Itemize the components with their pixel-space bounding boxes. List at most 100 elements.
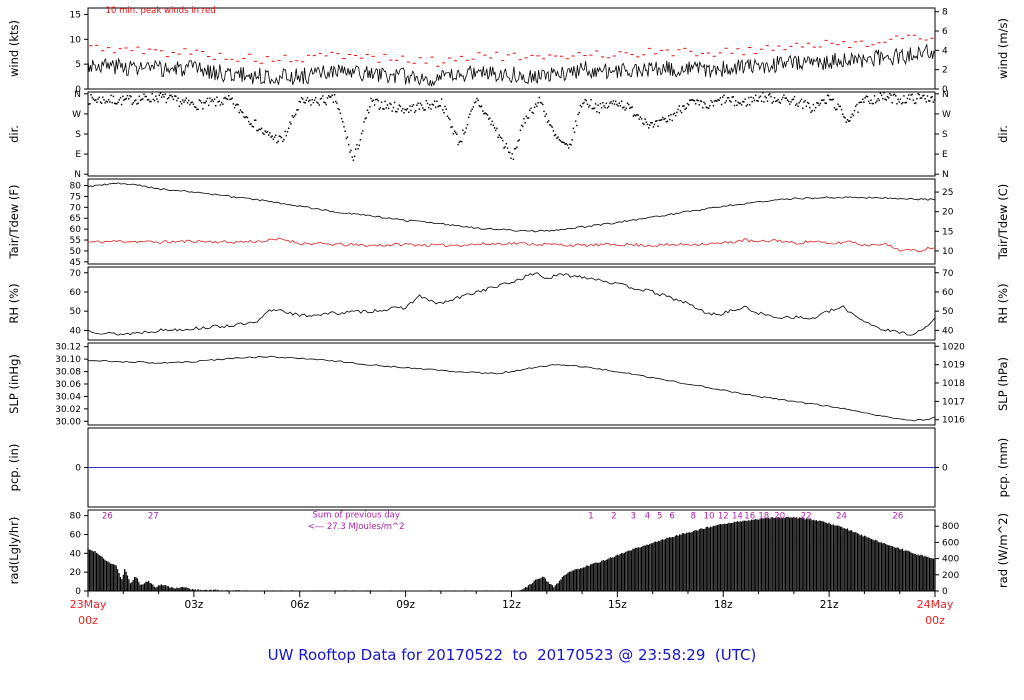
annotation-rad: 10	[704, 512, 715, 522]
y-tick-label-right: 1019	[942, 361, 965, 371]
y-tick-label-right: 60	[942, 288, 954, 298]
annotation-rad: <--- 27.3 MJoules/m^2	[308, 522, 405, 532]
y-tick-label-right: 0	[942, 587, 948, 597]
axis-label-right-rh: RH (%)	[996, 283, 1010, 323]
panel-frame-temp	[87, 178, 936, 265]
panel-pcp: 0 0 pcp. (in) pcp. (mm)	[7, 427, 1010, 508]
series-dew-point	[87, 237, 936, 253]
panel-frame-wind	[87, 7, 936, 90]
x-tick-label: 00z	[78, 614, 98, 627]
y-tick-label-left: 75	[70, 192, 81, 202]
annotation-rad: 6	[669, 512, 674, 522]
axis-label-right-rad: rad (W/m^2)	[996, 513, 1010, 588]
x-tick-label: 06z	[290, 599, 309, 611]
y-tick-label-left: 0	[75, 464, 81, 474]
x-tick-label: 21z	[820, 599, 839, 611]
annotation-rad: 22	[801, 512, 812, 522]
y-tick-label-left: 15	[70, 10, 81, 20]
y-tick-label-right: S	[942, 130, 948, 140]
y-tick-label-left: 0	[75, 85, 81, 95]
chart-title: UW Rooftop Data for 20170522 to 20170523…	[267, 646, 757, 664]
y-tick-label-right: 70	[942, 269, 954, 279]
y-tick-label-right: 0	[942, 464, 948, 474]
y-tick-label-right: 20	[942, 208, 954, 218]
annotation-rad: 4	[645, 512, 650, 522]
panel-frame-rh	[87, 266, 936, 341]
series-solar-radiation	[87, 516, 936, 591]
annotation-rad: 8	[691, 512, 696, 522]
panel-frame-dir	[87, 91, 936, 177]
annotation-wind: 10 min. peak winds in red	[106, 6, 216, 16]
annotation-rad: Sum of previous day	[313, 511, 400, 521]
annotation-rad: 24	[836, 512, 847, 522]
y-tick-label-left: S	[75, 130, 81, 140]
panel-rh: 40 50 60 70 40 50 60 70 RH (%) RH (%)	[7, 266, 1010, 341]
axis-label-left-temp: Tair/Tdew (F)	[7, 184, 21, 259]
y-tick-label-left: 80	[70, 182, 82, 192]
y-tick-label-right: 8	[942, 8, 948, 18]
x-tick-label: 00z	[925, 614, 945, 627]
annotation-rad: 26	[892, 512, 903, 522]
axis-label-left-dir: dir.	[7, 125, 21, 143]
x-tick-label: 18z	[714, 599, 733, 611]
y-tick-label-left: 50	[70, 247, 82, 257]
y-tick-label-left: 60	[70, 288, 82, 298]
panel-frame-slp	[87, 342, 936, 426]
y-tick-label-left: 30.08	[55, 368, 81, 378]
annotation-rad: 3	[631, 512, 636, 522]
y-tick-label-left: 10	[70, 35, 82, 45]
y-tick-label-left: 50	[70, 307, 82, 317]
y-tick-label-left: 30.06	[55, 380, 81, 390]
y-tick-label-right: 800	[942, 522, 959, 532]
y-tick-label-left: 60	[70, 530, 82, 540]
series-air-temperature	[87, 182, 936, 233]
y-tick-label-right: 400	[942, 555, 959, 565]
y-tick-label-right: 4	[942, 46, 948, 56]
y-tick-label-right: 10	[942, 247, 954, 257]
y-tick-label-right: W	[942, 110, 951, 120]
series-relative-humidity	[87, 272, 936, 336]
y-tick-label-left: 30.10	[55, 355, 81, 365]
axis-label-left-slp: SLP (inHg)	[7, 354, 21, 414]
y-tick-label-right: 600	[942, 538, 959, 548]
axis-label-right-pcp: pcp. (mm)	[996, 438, 1010, 498]
y-tick-label-left: 30.12	[55, 343, 81, 353]
x-tick-label: 03z	[184, 599, 203, 611]
y-tick-label-left: 40	[70, 326, 82, 336]
y-tick-label-right: 50	[942, 307, 954, 317]
y-tick-label-left: 30.04	[55, 392, 81, 402]
annotation-rad: 16	[744, 512, 755, 522]
y-tick-label-left: 30.02	[55, 405, 81, 415]
annotation-rad: 12	[718, 512, 729, 522]
y-tick-label-left: 65	[70, 214, 81, 224]
y-tick-label-right: 15	[942, 227, 953, 237]
y-tick-label-left: 30.00	[55, 417, 81, 427]
axis-label-right-temp: Tair/Tdew (C)	[996, 184, 1010, 260]
y-tick-label-left: 45	[70, 258, 81, 268]
x-tick-label: 23May	[70, 598, 107, 611]
axis-label-left-wind: wind (kts)	[7, 20, 21, 77]
y-tick-label-right: 6	[942, 27, 948, 37]
annotation-rad: 2	[611, 512, 616, 522]
x-tick-label: 15z	[608, 599, 627, 611]
x-tick-label: 09z	[396, 599, 415, 611]
y-tick-label-left: W	[72, 110, 81, 120]
y-tick-label-left: 60	[70, 225, 82, 235]
axis-label-right-wind: wind (m/s)	[996, 18, 1010, 79]
y-tick-label-left: 55	[70, 236, 81, 246]
y-tick-label-right: 1016	[942, 416, 965, 426]
annotation-rad: 5	[657, 512, 662, 522]
chart-canvas: 10 min. peak winds in red05101502468wind…	[7, 6, 1010, 627]
y-tick-label-right: 200	[942, 571, 959, 581]
annotation-rad: 1	[588, 512, 593, 522]
annotation-rad: 20	[774, 512, 785, 522]
axis-label-right-slp: SLP (hPa)	[996, 357, 1010, 411]
y-tick-label-right: N	[942, 170, 949, 180]
y-tick-label-left: N	[74, 90, 81, 100]
annotation-rad: 26	[102, 512, 113, 522]
axis-label-left-rh: RH (%)	[7, 283, 21, 323]
y-tick-label-left: 70	[70, 203, 82, 213]
